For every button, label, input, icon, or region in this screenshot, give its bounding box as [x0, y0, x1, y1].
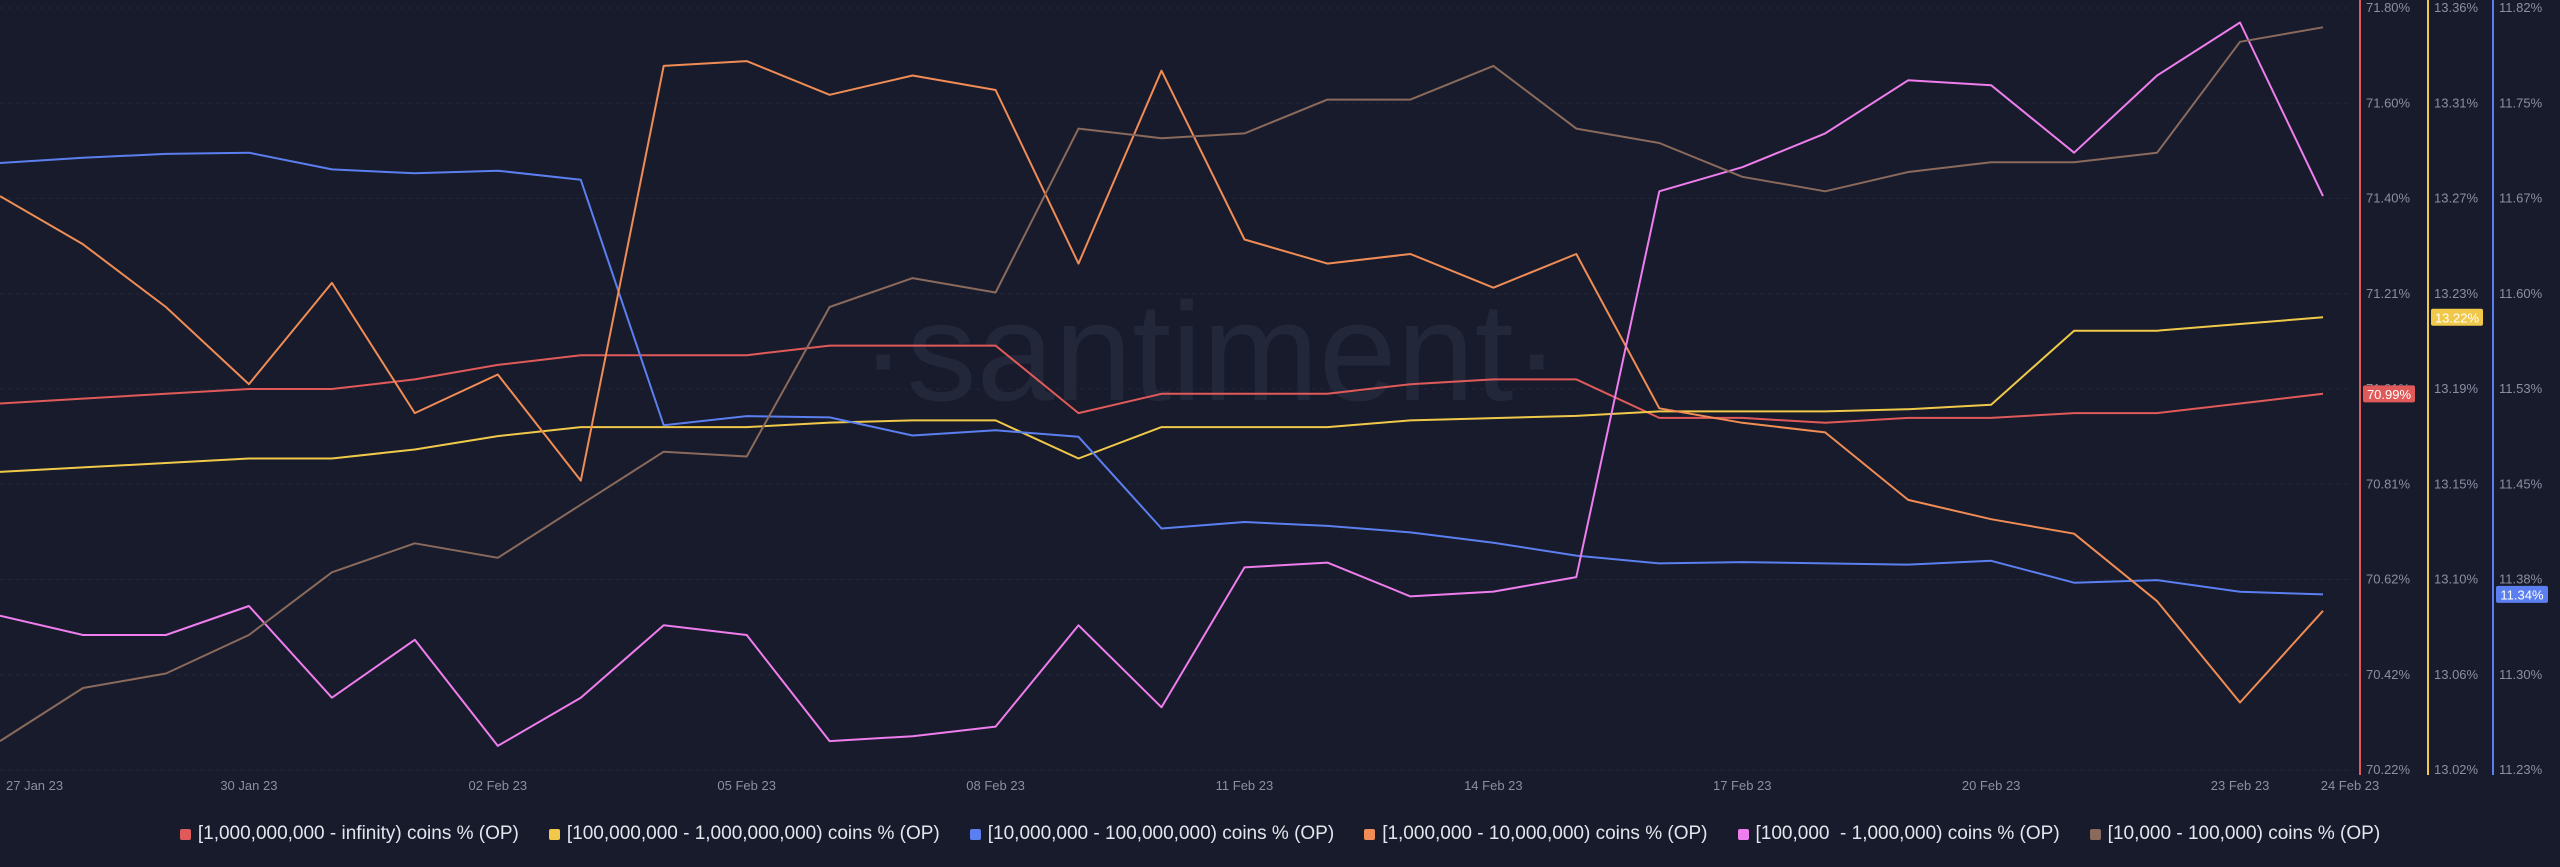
y-tick-label-red: 70.42%	[2366, 667, 2411, 682]
legend-swatch	[969, 828, 981, 840]
series-lines	[0, 21, 2324, 747]
x-tick-label: 02 Feb 23	[469, 778, 528, 793]
value-badge-red	[2363, 385, 2415, 403]
legend-label: [100,000 - 1,000,000) coins % (OP)	[1755, 823, 2060, 844]
series-line-0	[0, 344, 2324, 424]
series-line-4	[0, 21, 2324, 747]
watermark: ·santiment·	[860, 273, 1560, 430]
y-tick-label-yellow: 13.06%	[2434, 667, 2479, 682]
y-tick-label-yellow: 13.19%	[2434, 381, 2479, 396]
y-tick-label-red: 70.62%	[2366, 572, 2411, 587]
y-tick-label-yellow: 13.31%	[2434, 95, 2479, 110]
y-tick-label-red: 71.80%	[2366, 0, 2411, 15]
legend-label: [10,000 - 100,000) coins % (OP)	[2107, 823, 2381, 844]
y-tick-label-blue: 11.53%	[2499, 381, 2543, 396]
x-tick-label: 05 Feb 23	[717, 778, 776, 793]
legend-swatch	[2089, 828, 2101, 840]
y-tick-label-blue: 11.67%	[2499, 191, 2543, 206]
y-tick-label-yellow: 13.36%	[2434, 0, 2479, 15]
legend-label: [10,000,000 - 100,000,000) coins % (OP)	[987, 823, 1335, 844]
legend: [1,000,000,000 - infinity) coins % (OP) […	[0, 818, 2560, 850]
x-tick-label: 08 Feb 23	[966, 778, 1025, 793]
legend-label: [100,000,000 - 1,000,000,000) coins % (O…	[566, 823, 940, 844]
legend-swatch	[1364, 828, 1376, 840]
x-tick-label: 11 Feb 23	[1216, 778, 1274, 793]
x-tick-label: 23 Feb 23	[2211, 778, 2270, 793]
x-tick-label: 27 Jan 23	[6, 778, 63, 793]
legend-item-2[interactable]: [10,000,000 - 100,000,000) coins % (OP)	[969, 823, 1335, 845]
y-tick-label-red: 70.22%	[2366, 762, 2411, 777]
series-line-3	[0, 60, 2324, 704]
x-tick-label: 30 Jan 23	[220, 778, 277, 793]
y-tick-label-red: 71.21%	[2366, 286, 2411, 301]
y-tick-label-red: 70.81%	[2366, 476, 2411, 491]
x-tick-label: 14 Feb 23	[1464, 778, 1523, 793]
value-badge-label-yellow: 13.22%	[2435, 310, 2480, 325]
legend-item-3[interactable]: [1,000,000 - 10,000,000) coins % (OP)	[1364, 823, 1708, 845]
y-tick-label-blue: 11.75%	[2499, 95, 2543, 110]
value-badge-blue	[2496, 585, 2548, 603]
legend-item-4[interactable]: [100,000 - 1,000,000) coins % (OP)	[1737, 823, 2060, 845]
series-line-5	[0, 26, 2324, 742]
legend-label: [1,000,000 - 10,000,000) coins % (OP)	[1382, 823, 1708, 844]
chart: ·santiment· 71.80%71.60%71.40%71.21%71.0…	[0, 0, 2548, 793]
y-axes: 71.80%71.60%71.40%71.21%71.01%70.81%70.6…	[2359, 0, 2543, 777]
value-badge-label-red: 70.99%	[2367, 387, 2412, 402]
y-tick-label-blue: 11.30%	[2499, 667, 2543, 682]
y-tick-label-blue: 11.23%	[2499, 762, 2543, 777]
y-tick-label-yellow: 13.10%	[2434, 572, 2479, 587]
legend-item-1[interactable]: [100,000,000 - 1,000,000,000) coins % (O…	[548, 823, 940, 845]
x-tick-label: 17 Feb 23	[1713, 778, 1772, 793]
last-value-badges: 70.99% 13.22% 11.34%	[2363, 308, 2548, 603]
grid	[0, 7, 2353, 771]
y-tick-label-blue: 11.60%	[2499, 286, 2543, 301]
y-tick-label-yellow: 13.23%	[2434, 286, 2479, 301]
value-badge-label-blue: 11.34%	[2500, 587, 2544, 602]
legend-swatch	[1737, 828, 1749, 840]
y-tick-label-red: 71.60%	[2366, 95, 2411, 110]
y-tick-label-yellow: 13.27%	[2434, 191, 2479, 206]
y-tick-label-blue: 11.38%	[2499, 572, 2543, 587]
legend-item-5[interactable]: [10,000 - 100,000) coins % (OP)	[2089, 823, 2381, 845]
y-tick-label-red: 71.40%	[2366, 191, 2411, 206]
x-axis-ticks: 27 Jan 23 30 Jan 23 02 Feb 23 05 Feb 23 08 F…	[6, 778, 2379, 793]
legend-label: [1,000,000,000 - infinity) coins % (OP)	[197, 823, 519, 844]
legend-item-0[interactable]: [1,000,000,000 - infinity) coins % (OP)	[179, 823, 519, 845]
y-tick-label-blue: 11.82%	[2499, 0, 2543, 15]
y-tick-label-yellow: 13.02%	[2434, 762, 2479, 777]
series-line-1	[0, 316, 2324, 473]
legend-swatch	[179, 828, 191, 840]
series-line-2	[0, 151, 2324, 596]
value-badge-yellow	[2431, 308, 2483, 326]
y-tick-label-yellow: 13.15%	[2434, 476, 2479, 491]
x-tick-label: 24 Feb 23	[2321, 778, 2380, 793]
y-tick-label-blue: 11.45%	[2499, 476, 2543, 491]
x-tick-label: 20 Feb 23	[1962, 778, 2021, 793]
legend-swatch	[548, 828, 560, 840]
